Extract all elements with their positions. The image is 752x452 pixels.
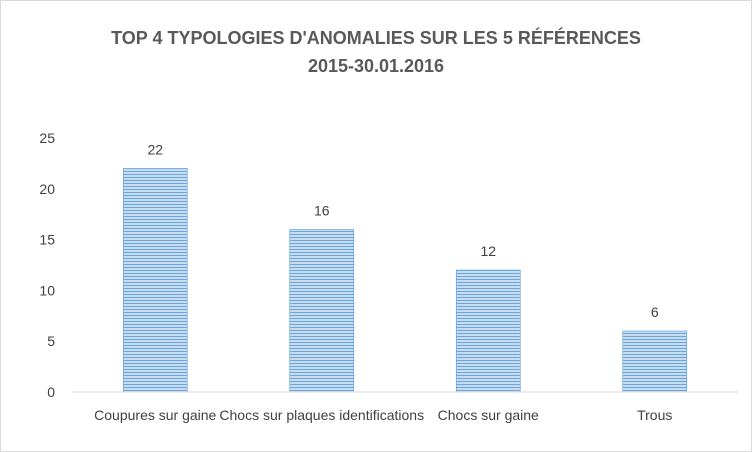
data-label-2: 16 [314, 202, 330, 218]
category-label-2: Chocs sur plaques identifications [219, 407, 424, 423]
y-axis-ticks: 0 5 10 15 20 25 [39, 130, 55, 400]
chart-title-line-2: 2015-30.01.2016 [307, 56, 445, 76]
y-tick-label-10: 10 [39, 282, 55, 298]
category-label-4: Trous [637, 407, 672, 423]
y-tick-label-0: 0 [47, 384, 55, 400]
data-label-4: 6 [651, 304, 659, 320]
category-label-3: Chocs sur gaine [438, 407, 539, 423]
x-axis-categories: Coupures sur gaine Chocs sur plaques iden… [94, 407, 672, 423]
bar-4 [622, 330, 688, 393]
chart-title-line-1: TOP 4 TYPOLOGIES D'ANOMALIES SUR LES 5 R… [111, 28, 641, 48]
bars [122, 168, 688, 393]
category-label-1: Coupures sur gaine [94, 407, 216, 423]
data-label-3: 12 [480, 243, 496, 259]
bar-2 [289, 229, 355, 393]
data-label-1: 22 [147, 141, 163, 157]
y-tick-label-20: 20 [39, 181, 55, 197]
y-tick-label-5: 5 [47, 333, 55, 349]
bar-1 [122, 168, 188, 393]
data-labels: 22 16 12 6 [147, 141, 658, 320]
y-tick-label-15: 15 [39, 232, 55, 248]
bar-3 [455, 269, 521, 393]
y-tick-label-25: 25 [39, 130, 55, 146]
